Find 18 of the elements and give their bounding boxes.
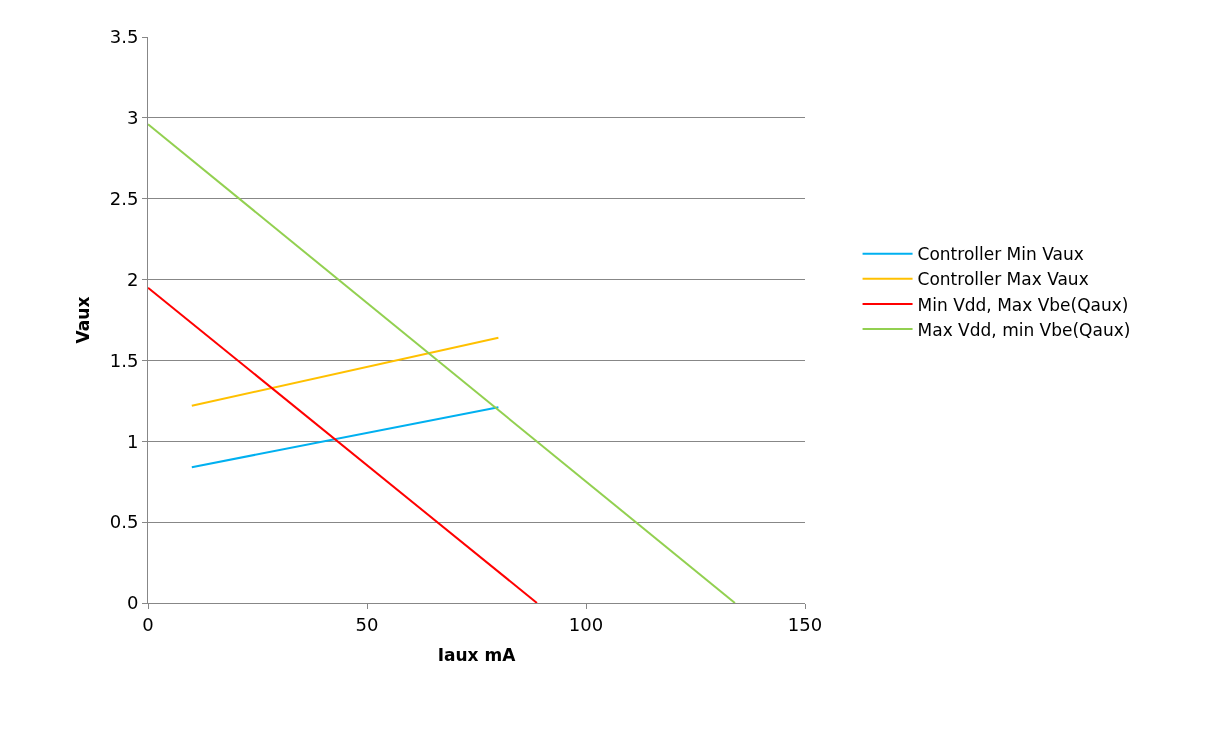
x-tick-label: 150 [787,613,823,635]
y-tick-label: 0.5 [109,511,139,533]
y-tick-label: 0 [126,592,139,614]
legend-label: Controller Min Vaux [917,244,1084,265]
y-tick-label: 3 [126,107,139,129]
x-tick-label: 0 [142,613,154,635]
legend-label: Min Vdd, Max Vbe(Qaux) [917,294,1129,315]
y-tick-label: 2.5 [109,188,139,210]
x-tick-label: 100 [568,613,604,635]
x-axis-title: Iaux mA [437,645,517,665]
legend-label: Max Vdd, min Vbe(Qaux) [917,319,1131,340]
y-tick-label: 1 [126,430,139,452]
legend-label: Controller Max Vaux [917,269,1089,290]
y-tick-label: 1.5 [109,349,139,371]
y-axis-title: Vaux [73,296,94,344]
x-tick-label: 50 [355,613,379,635]
y-tick-label: 2 [126,268,139,290]
y-tick-label: 3.5 [109,26,139,48]
